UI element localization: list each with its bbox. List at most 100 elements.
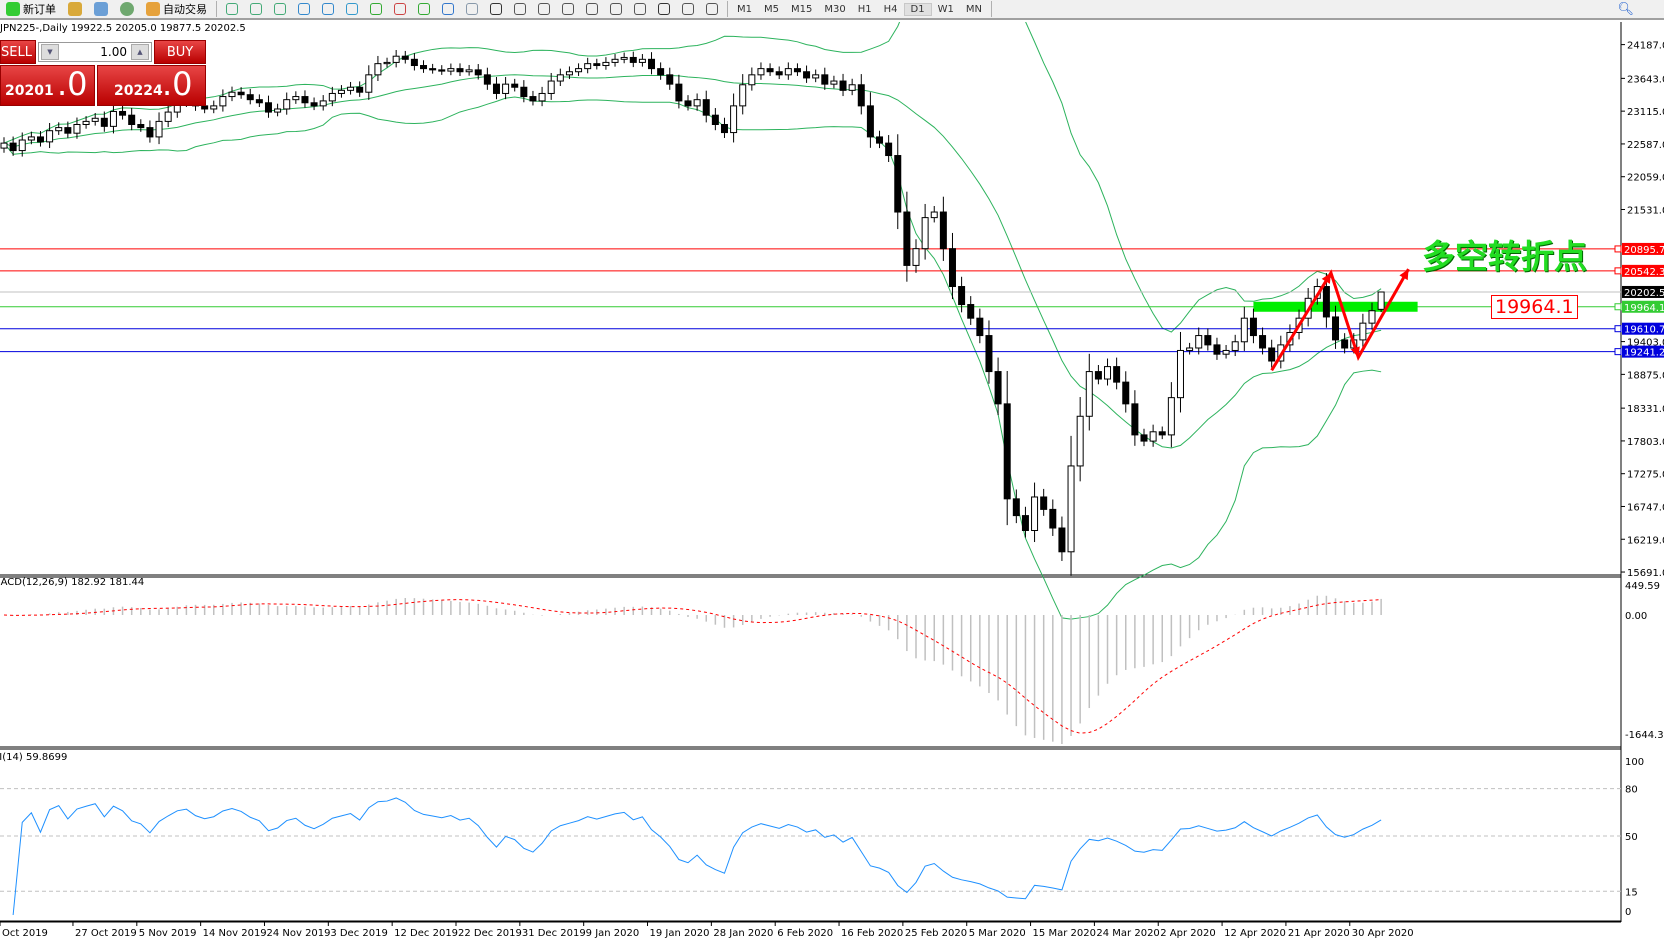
y-tick-label: 17803.0 (1627, 437, 1664, 448)
candle (1131, 403, 1139, 436)
buy-price[interactable]: 20224 .0 (97, 65, 206, 106)
autoscroll-icon[interactable] (370, 3, 382, 15)
text-icon[interactable] (658, 3, 670, 15)
text-label-icon[interactable] (682, 3, 694, 15)
rsi-tick-label: 15 (1625, 887, 1638, 898)
candle (757, 68, 765, 76)
timeframe-d1[interactable]: D1 (903, 2, 932, 16)
candle (1222, 349, 1230, 355)
candle (128, 114, 136, 125)
macd-signal-line (3, 599, 1382, 734)
timeframe-mn[interactable]: MN (965, 3, 982, 15)
candle (474, 69, 482, 76)
candle (274, 108, 282, 113)
candle (492, 83, 500, 94)
lot-size-input[interactable]: ▼ 1.00 ▲ (38, 42, 152, 62)
templates-icon[interactable] (466, 3, 478, 15)
arrow-head (1321, 272, 1331, 284)
signals-icon[interactable] (120, 2, 134, 16)
arrows-icon[interactable] (706, 3, 718, 15)
candle (27, 136, 35, 141)
crosshair-icon[interactable] (514, 3, 526, 15)
lot-decrease-button[interactable]: ▼ (41, 44, 59, 60)
navigator-icon[interactable] (94, 2, 108, 16)
macd-tick-label: 449.59 (1625, 581, 1660, 592)
timeframe-m1[interactable]: M1 (737, 3, 752, 15)
line-chart-icon[interactable] (274, 3, 286, 15)
timeframe-m5[interactable]: M5 (764, 3, 779, 15)
zoom-out-icon[interactable] (322, 3, 334, 15)
equidistant-channel-icon[interactable] (610, 3, 622, 15)
candle (18, 139, 26, 152)
candle (821, 74, 829, 85)
candle (958, 286, 966, 306)
candle (483, 74, 491, 85)
zoom-in-icon[interactable] (298, 3, 310, 15)
sell-button[interactable]: SELL (0, 40, 36, 64)
x-tick-label: 15 Mar 2020 (1033, 928, 1096, 939)
chart-shift-icon[interactable] (394, 3, 406, 15)
auto-trading-button[interactable]: 自动交易 (140, 0, 213, 18)
new-order-button[interactable]: 新订单 (0, 0, 62, 18)
annotation-headline: 多空转折点 (1422, 237, 1587, 276)
separator (216, 1, 217, 17)
candle (119, 110, 127, 116)
candle (565, 71, 573, 76)
x-tick-label: 22 Dec 2019 (458, 928, 522, 939)
sell-price[interactable]: 20201 .0 (0, 65, 95, 106)
candle (1067, 465, 1075, 553)
separator (727, 1, 728, 17)
line-handle (1614, 245, 1622, 253)
cursor-icon[interactable] (490, 3, 502, 15)
metaeditor-icon[interactable] (68, 2, 82, 16)
y-tick-label: 22059.0 (1627, 173, 1664, 184)
price-tag-label: 20542.3 (1624, 267, 1664, 278)
candle (1213, 344, 1221, 355)
timeframe-m30[interactable]: M30 (824, 3, 846, 15)
timeframe-m15[interactable]: M15 (791, 3, 813, 15)
candle (812, 74, 820, 79)
timeframe-w1[interactable]: W1 (937, 3, 954, 15)
x-tick-label: 5 Mar 2020 (969, 928, 1026, 939)
candle (739, 84, 747, 107)
candle (684, 100, 692, 107)
search-icon[interactable]: 🔍︎ (1617, 1, 1634, 17)
indicators-icon[interactable] (418, 3, 430, 15)
periods-icon[interactable] (442, 3, 454, 15)
candle (237, 91, 245, 96)
price-tag-label: 19610.7 (1624, 325, 1664, 336)
candle (1377, 291, 1385, 310)
vertical-line-icon[interactable] (538, 3, 550, 15)
candle (921, 217, 929, 250)
candle (328, 92, 336, 102)
price-tag (1622, 285, 1664, 298)
buy-button[interactable]: BUY (154, 40, 206, 64)
x-tick-label: 6 Feb 2020 (777, 928, 833, 939)
candle (1332, 316, 1340, 341)
bar-chart-icon[interactable] (226, 3, 238, 15)
candle (1149, 431, 1157, 442)
timeframe-h4[interactable]: H4 (883, 3, 898, 15)
tile-windows-icon[interactable] (346, 3, 358, 15)
annotation-level-label: 19964.1 (1491, 295, 1578, 319)
timeframe-h1[interactable]: H1 (857, 3, 872, 15)
trendline-icon[interactable] (586, 3, 598, 15)
line-handle (1614, 303, 1622, 311)
y-tick-label: 18331.0 (1627, 404, 1664, 415)
candle (775, 71, 783, 76)
candle (593, 63, 601, 67)
price-tag-label: 20895.7 (1624, 245, 1664, 256)
fibonacci-icon[interactable] (634, 3, 646, 15)
candlestick-icon[interactable] (250, 3, 262, 15)
chart-area[interactable]: 20895.7 20542.3 20202.5 19964.1 19610.7 19241… (0, 22, 1664, 940)
candle (1231, 341, 1239, 351)
candle (1058, 527, 1066, 553)
lot-increase-button[interactable]: ▲ (131, 44, 149, 60)
candle (100, 117, 108, 127)
x-tick-label: 2 Apr 2020 (1160, 928, 1215, 939)
x-tick-label: 19 Jan 2020 (650, 928, 710, 939)
x-tick-label: 12 Apr 2020 (1224, 928, 1286, 939)
candle (155, 120, 163, 138)
horizontal-line-icon[interactable] (562, 3, 574, 15)
candle (465, 69, 473, 73)
